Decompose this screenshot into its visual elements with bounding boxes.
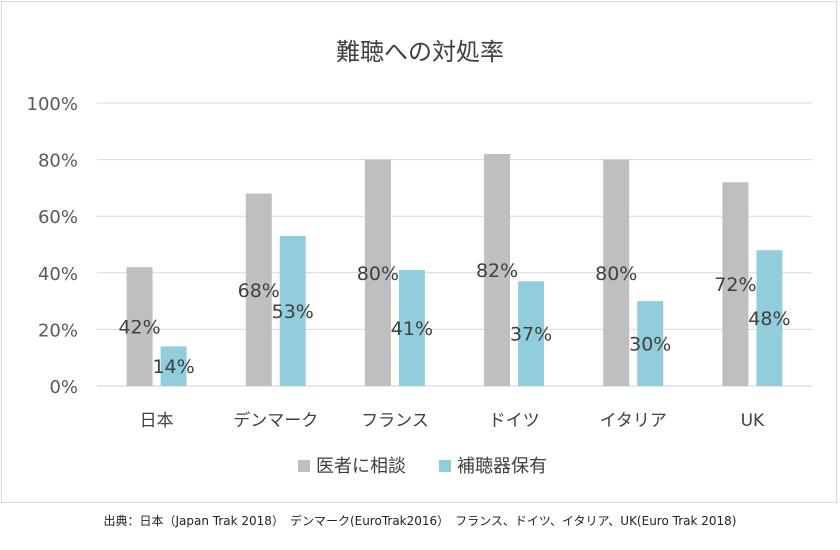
legend: 医者に相談 補聴器保有 bbox=[298, 456, 547, 477]
source-note: 出典：日本（Japan Trak 2018） デンマーク(EuroTrak201… bbox=[103, 514, 737, 528]
bar bbox=[245, 193, 272, 386]
bar bbox=[398, 269, 425, 386]
legend-label: 補聴器保有 bbox=[457, 456, 547, 477]
chart-title: 難聴への対処率 bbox=[336, 38, 504, 66]
chart-frame: 難聴への対処率 0% 20% 40% 60% 80% 100% 42% 14% 68% 53% 8… bbox=[1, 1, 837, 503]
y-tick-label: 100% bbox=[27, 94, 78, 115]
bar-chart: 難聴への対処率 0% 20% 40% 60% 80% 100% 42% 14% 68%53% 8… bbox=[27, 38, 812, 477]
data-label: 80% bbox=[595, 263, 637, 285]
bars bbox=[126, 153, 783, 386]
data-label: 42% bbox=[118, 317, 160, 339]
x-tick-label: ドイツ bbox=[489, 411, 540, 431]
bar bbox=[279, 236, 306, 386]
x-tick-label: 日本 bbox=[140, 411, 174, 431]
y-tick-label: 60% bbox=[38, 207, 78, 228]
data-label: 30% bbox=[629, 334, 671, 356]
data-label: 14% bbox=[152, 356, 194, 378]
y-tick-label: 0% bbox=[49, 377, 78, 398]
bar bbox=[364, 159, 391, 386]
bar bbox=[637, 301, 664, 386]
data-label: 82% bbox=[476, 260, 518, 282]
bar bbox=[484, 153, 511, 386]
legend-swatch bbox=[439, 460, 451, 472]
x-tick-label: UK bbox=[741, 411, 765, 431]
bar bbox=[518, 281, 545, 386]
x-tick-label: フランス bbox=[361, 411, 429, 431]
data-label: 80% bbox=[357, 263, 399, 285]
bar bbox=[160, 346, 187, 386]
bar bbox=[722, 182, 749, 386]
bar bbox=[603, 159, 630, 386]
bar bbox=[126, 267, 153, 386]
data-labels: 42% 14% 68%53% 80% 41% 82% 37% 80% 30% 72% 48% bbox=[118, 260, 790, 378]
data-label: 48% bbox=[748, 308, 790, 330]
x-axis: 日本 デンマーク フランス ドイツ イタリア UK bbox=[140, 410, 765, 431]
y-tick-label: 20% bbox=[38, 320, 78, 341]
y-axis: 0% 20% 40% 60% 80% 100% bbox=[27, 94, 78, 398]
data-label: 41% bbox=[391, 318, 433, 340]
data-label: 68% bbox=[238, 280, 280, 302]
data-label: 72% bbox=[714, 274, 756, 296]
bar bbox=[756, 250, 783, 386]
x-tick-label: イタリア bbox=[600, 411, 667, 431]
x-tick-label: デンマーク bbox=[233, 410, 318, 431]
y-tick-label: 40% bbox=[38, 264, 78, 285]
y-tick-label: 80% bbox=[38, 151, 78, 172]
legend-swatch bbox=[298, 460, 310, 472]
legend-label: 医者に相談 bbox=[316, 456, 406, 477]
data-label: 37% bbox=[510, 324, 552, 346]
data-label: 53% bbox=[272, 301, 314, 323]
gridlines bbox=[97, 102, 812, 387]
